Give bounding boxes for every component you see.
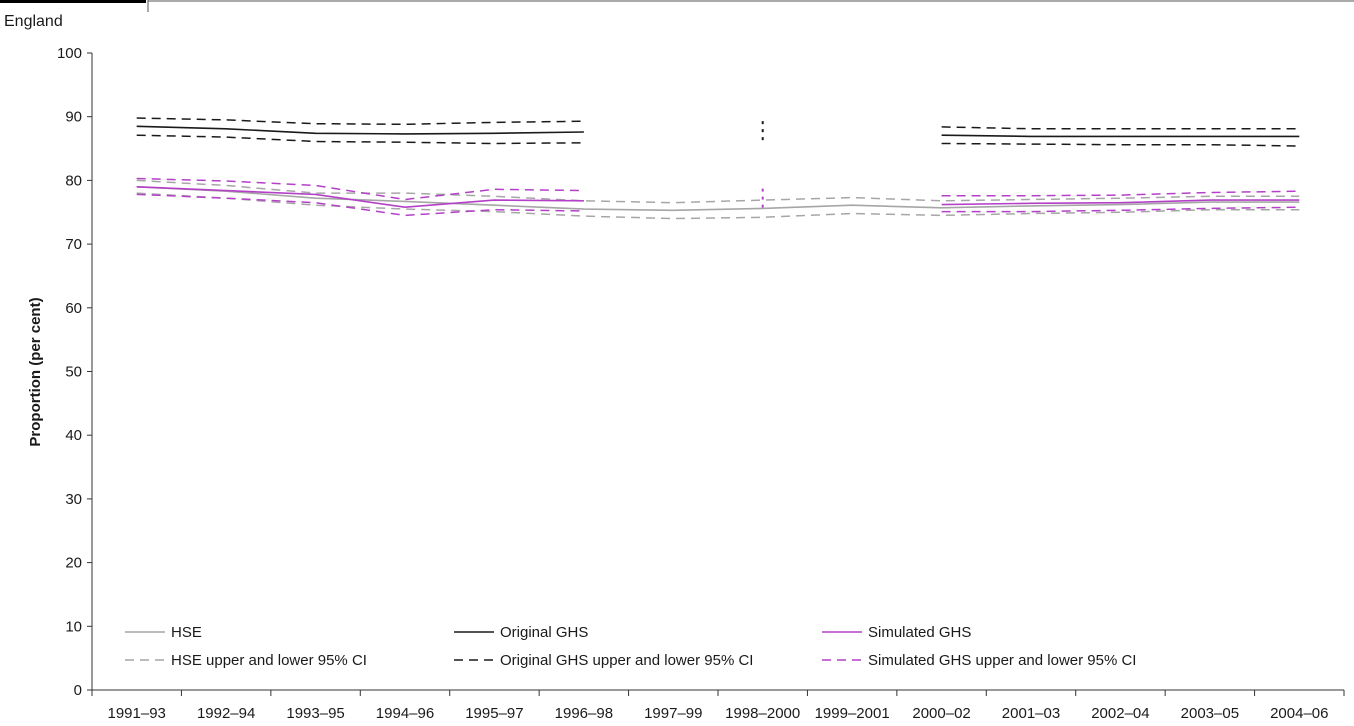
series-line [136, 192, 1300, 220]
x-tick-label: 2002–04 [1091, 705, 1149, 722]
x-tick-label: 2004–06 [1270, 705, 1328, 722]
series-line [136, 134, 584, 145]
legend-item: Original GHS [454, 624, 588, 641]
series-original-ghs [136, 125, 1300, 138]
y-tick-label: 20 [65, 555, 82, 572]
y-tick-label: 0 [74, 682, 82, 699]
series-line [941, 199, 1300, 206]
y-tick-label: 80 [65, 172, 82, 189]
region-label: England [4, 13, 63, 30]
x-tick-label: 1996–98 [555, 705, 613, 722]
series-hse-upper-and-lower-95-ci [136, 179, 1300, 204]
y-tick-label: 30 [65, 491, 82, 508]
x-tick-label: 2000–02 [912, 705, 970, 722]
y-tick-label: 70 [65, 236, 82, 253]
legend-item: Original GHS upper and lower 95% CI [454, 652, 753, 669]
series-line [136, 186, 1300, 212]
legend-label: Original GHS upper and lower 95% CI [500, 652, 753, 669]
series-line [136, 125, 584, 135]
legend-item: HSE [125, 624, 202, 641]
series-ci-bound-2 [136, 192, 1300, 220]
y-tick-label: 90 [65, 109, 82, 126]
legend-label: Simulated GHS upper and lower 95% CI [868, 652, 1136, 669]
y-axis-title: Proportion (per cent) [27, 297, 44, 446]
series-line [941, 142, 1300, 147]
x-tick-label: 1993–95 [286, 705, 344, 722]
y-tick-label: 100 [57, 45, 82, 62]
series-simulated-ghs [136, 186, 1300, 209]
legend-item: Simulated GHS [822, 624, 971, 641]
series-line [941, 126, 1300, 130]
x-tick-label: 2003–05 [1181, 705, 1239, 722]
x-tick-label: 1997–99 [644, 705, 702, 722]
x-tick-label: 1995–97 [465, 705, 523, 722]
y-tick-label: 10 [65, 618, 82, 635]
x-tick-label: 2001–03 [1002, 705, 1060, 722]
series-hse [136, 186, 1300, 212]
legend-item: Simulated GHS upper and lower 95% CI [822, 652, 1136, 669]
y-tick-label: 40 [65, 427, 82, 444]
legend-label: Simulated GHS [868, 624, 971, 641]
axes: 0 10 20 30 40 50 60 70 80 90 100 1991–93 1992–94 1993… [57, 45, 1345, 722]
x-tick-label: 1991–93 [108, 705, 166, 722]
legend-item: HSE upper and lower 95% CI [125, 652, 367, 669]
series-line [136, 117, 584, 126]
y-tick-label: 50 [65, 364, 82, 381]
series-line [136, 186, 584, 209]
series-line [941, 190, 1300, 197]
legend-label: HSE upper and lower 95% CI [171, 652, 367, 669]
series-simulated-ghs-upper-and-lower-95-ci [136, 177, 1300, 201]
series-line [941, 134, 1300, 138]
x-tick-label: 1992–94 [197, 705, 255, 722]
y-tick-label: 60 [65, 300, 82, 317]
x-tick-label: 1999–2001 [815, 705, 890, 722]
legend: HSE Original GHS Simulated GHS HSE upper an… [125, 624, 1136, 669]
series-layer [136, 117, 1300, 220]
series-line [136, 179, 1300, 204]
series-line [941, 206, 1300, 213]
series-original-ghs-upper-and-lower-95-ci [136, 117, 1300, 130]
legend-label: Original GHS [500, 624, 588, 641]
x-tick-label: 1998–2000 [725, 705, 800, 722]
x-tick-label: 1994–96 [376, 705, 434, 722]
legend-label: HSE [171, 624, 202, 641]
